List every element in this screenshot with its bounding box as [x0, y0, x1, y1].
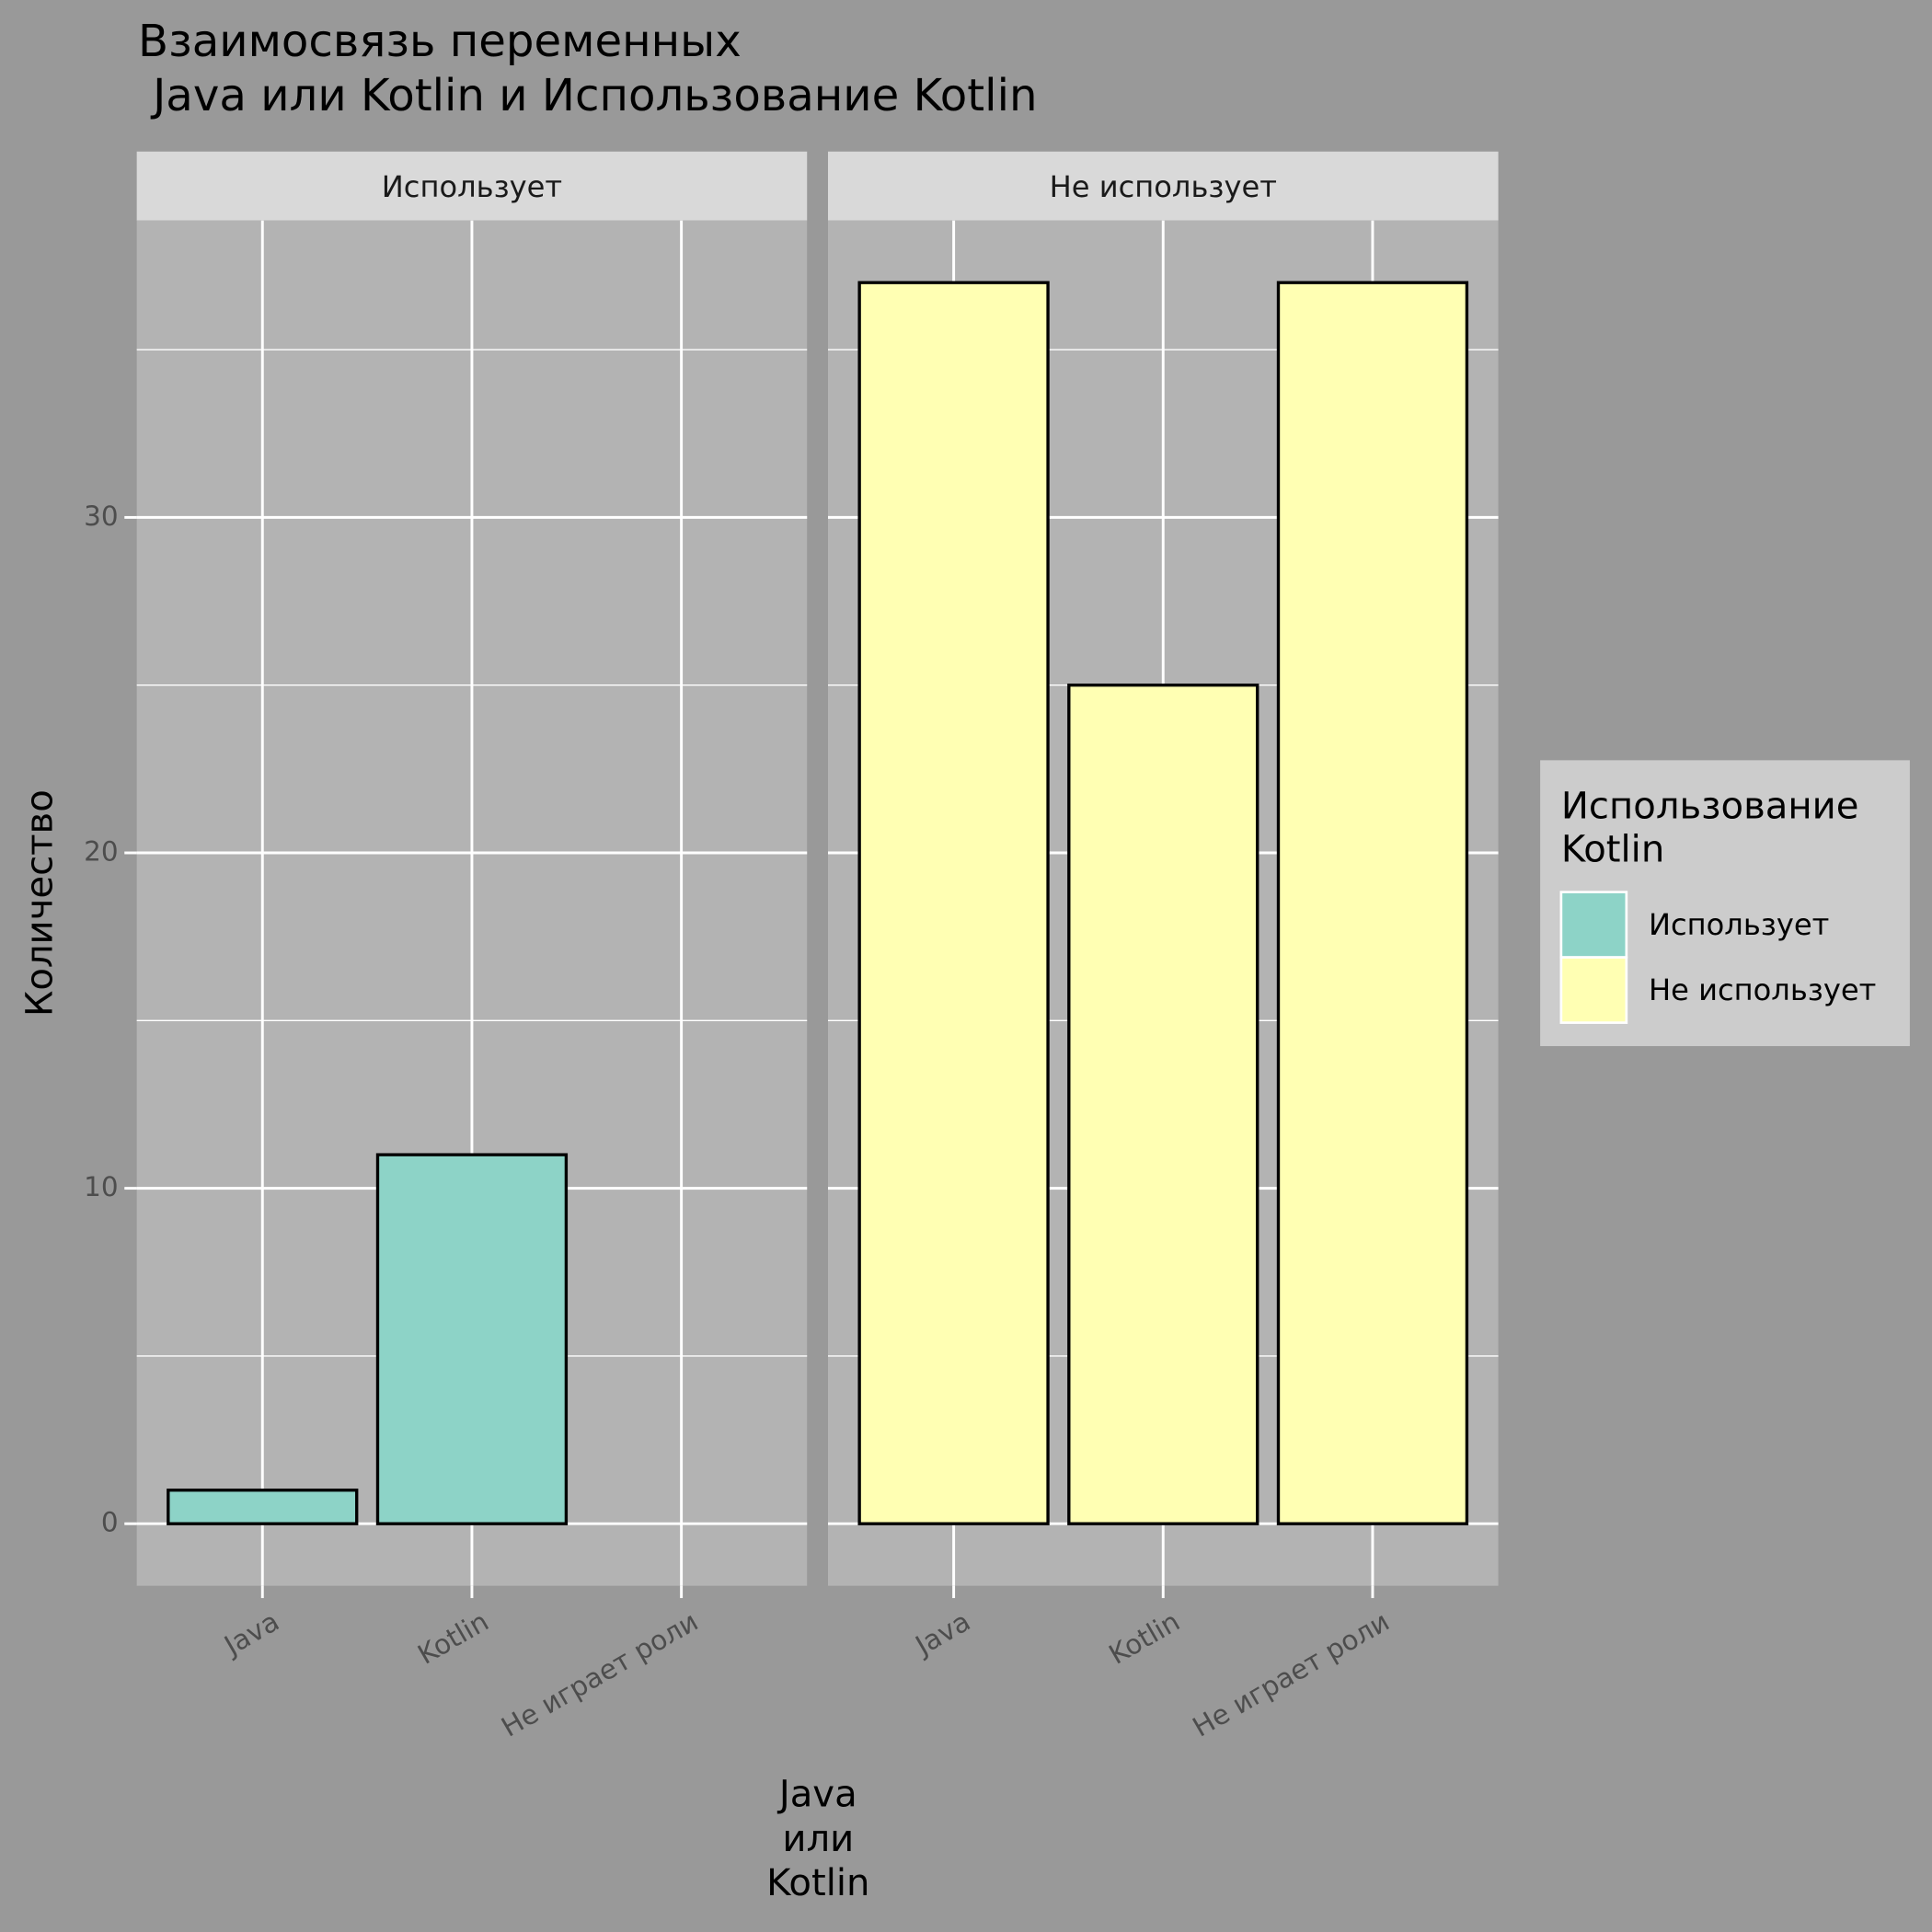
y-axis-label: Количество [19, 789, 62, 1017]
bar [1276, 281, 1469, 1525]
strip-label: Использует [382, 169, 562, 204]
legend-title: Использование [1561, 786, 1859, 828]
legend-title: Kotlin [1561, 828, 1664, 870]
panel-strip [136, 151, 808, 221]
legend-key [1559, 956, 1628, 1024]
x-axis-label: или [782, 1818, 854, 1860]
strip-label: Не использует [1050, 169, 1277, 204]
legend-label: Использует [1649, 907, 1829, 942]
x-axis-label: Kotlin [766, 1862, 869, 1904]
bar [167, 1489, 359, 1525]
legend-key [1559, 891, 1628, 959]
y-tick-label: 20 [84, 836, 118, 868]
chart-title: Взаимосвязь переменных [138, 16, 742, 67]
legend-label: Не использует [1649, 972, 1876, 1007]
chart-title: Java или Kotlin и Использование Kotlin [150, 70, 1037, 121]
bar [857, 281, 1050, 1525]
bar [1067, 684, 1259, 1525]
x-axis-label: Java [776, 1774, 857, 1816]
y-tick-label: 30 [84, 500, 118, 532]
y-tick-label: 10 [84, 1171, 118, 1202]
bar [375, 1153, 569, 1525]
y-tick-label: 0 [101, 1507, 119, 1538]
panel-strip [828, 151, 1499, 221]
